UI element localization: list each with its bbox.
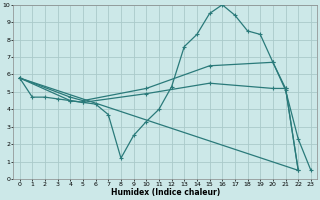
X-axis label: Humidex (Indice chaleur): Humidex (Indice chaleur) (111, 188, 220, 197)
